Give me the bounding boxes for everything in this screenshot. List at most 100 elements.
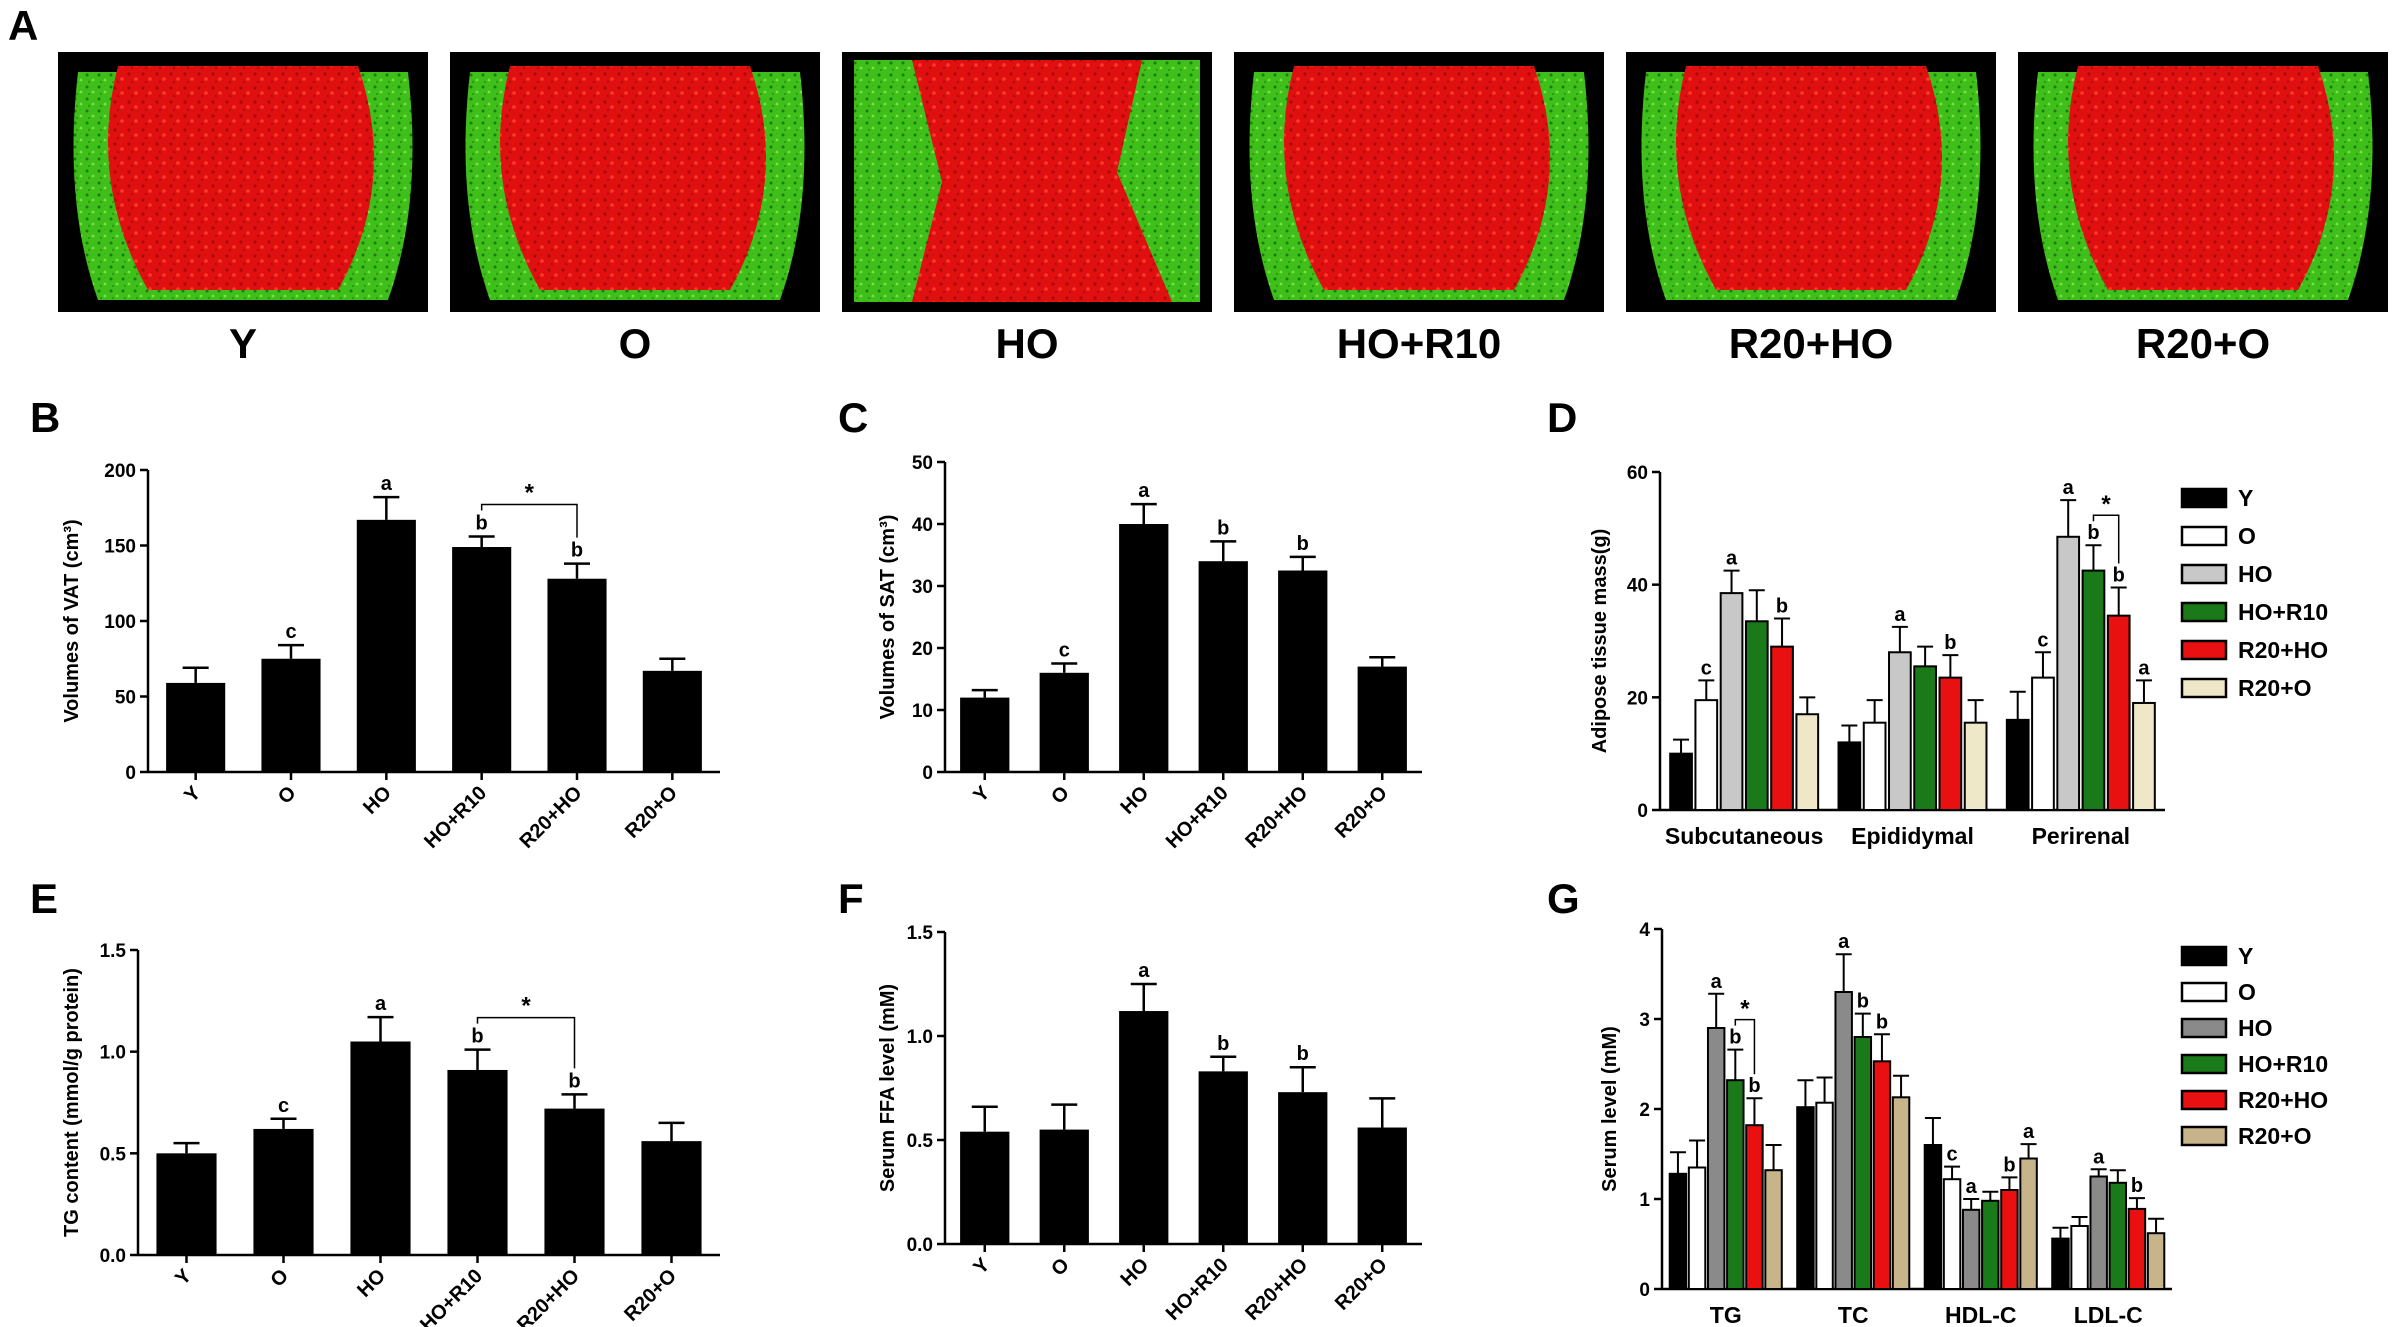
bar bbox=[2051, 1237, 2070, 1290]
legend-swatch bbox=[2180, 1089, 2228, 1111]
significance-letter: a bbox=[1726, 548, 1738, 570]
significance-letter: c bbox=[2037, 629, 2048, 651]
significance-bracket bbox=[476, 1016, 576, 1069]
bar bbox=[166, 682, 226, 772]
significance-letter: a bbox=[1138, 960, 1150, 982]
legend-swatch bbox=[2180, 525, 2228, 547]
y-tick-label: 60 bbox=[1627, 463, 1648, 484]
y-tick-label: 1.5 bbox=[100, 941, 127, 962]
x-tick-label: O bbox=[1047, 782, 1074, 809]
panel-a-label: A bbox=[8, 2, 38, 49]
bar bbox=[1119, 524, 1169, 772]
bar bbox=[261, 658, 321, 772]
legend-label: Y bbox=[2238, 485, 2253, 511]
y-tick-label: 100 bbox=[104, 612, 136, 633]
bar bbox=[1942, 1178, 1962, 1290]
bar bbox=[2108, 1181, 2128, 1291]
bar bbox=[253, 1128, 314, 1255]
legend-swatch bbox=[2180, 677, 2228, 699]
significance-letter: b bbox=[1217, 517, 1229, 539]
x-tick-label: Y bbox=[969, 1254, 994, 1279]
significance-letter: b bbox=[2131, 1175, 2143, 1197]
bar bbox=[1694, 699, 1719, 812]
x-group-label: Perirenal bbox=[2032, 823, 2130, 849]
y-tick-label: 20 bbox=[1627, 688, 1648, 709]
panel-c: C 0 10 20 30 40 50 Volumes of SAT (cm³) Y Oc HO a HO… bbox=[838, 394, 1422, 853]
bar bbox=[1853, 1036, 1873, 1290]
legend-label: R20+HO bbox=[2238, 637, 2328, 663]
bar bbox=[2031, 676, 2055, 811]
y-tick-label: 0.5 bbox=[907, 1131, 934, 1152]
x-tick-label: HO+R10 bbox=[416, 1265, 487, 1327]
legend-swatch bbox=[2180, 945, 2228, 967]
bar bbox=[1963, 721, 1988, 812]
panel-label: E bbox=[30, 875, 58, 922]
bar bbox=[2019, 1157, 2038, 1290]
significance-bracket bbox=[1734, 1018, 1756, 1075]
x-group-label: TG bbox=[1710, 1302, 1742, 1327]
y-axis-title: Volumes of SAT (cm³) bbox=[877, 515, 899, 720]
scan-label: O bbox=[619, 320, 652, 367]
x-tick-label: Y bbox=[969, 782, 994, 807]
y-tick-label: 200 bbox=[104, 461, 136, 482]
significance-letter: b bbox=[1297, 533, 1309, 555]
significance-letter: a bbox=[2063, 477, 2075, 499]
legend-label: Y bbox=[2238, 943, 2253, 969]
bar bbox=[1764, 1169, 1783, 1290]
bar bbox=[1770, 645, 1794, 812]
legend-label: R20+O bbox=[2238, 1123, 2312, 1149]
significance-star: * bbox=[2101, 491, 2111, 518]
significance-letter: b bbox=[476, 512, 488, 534]
significance-letter: c bbox=[1059, 640, 1070, 662]
panel-e: E 0.0 0.5 1.0 1.5 TG content (mmol/g protein)… bbox=[30, 875, 720, 1327]
bar bbox=[156, 1153, 217, 1255]
panel-b: B 0 50 100 150 200 Volumes of VAT (cm³) Y Oc HO a H… bbox=[30, 394, 720, 853]
x-tick-label: HO bbox=[359, 782, 396, 819]
bar bbox=[1744, 620, 1769, 811]
x-group-label: LDL-C bbox=[2074, 1302, 2143, 1327]
significance-letter: b bbox=[1776, 595, 1788, 617]
panel-d: D 0 20 40 60 Adipose tissue mass(g) c a b Subcuta… bbox=[1547, 394, 2328, 849]
y-tick-label: 0.0 bbox=[907, 1235, 933, 1256]
bar bbox=[1039, 1129, 1089, 1244]
visceral-fat-region bbox=[500, 66, 766, 290]
x-tick-label: R20+O bbox=[621, 782, 682, 843]
ct-scan-4: HO+R10 bbox=[1234, 52, 1604, 367]
bar bbox=[1923, 1144, 1943, 1290]
visceral-fat-region bbox=[1284, 66, 1550, 290]
bar bbox=[1891, 1096, 1911, 1291]
legend-label: R20+HO bbox=[2238, 1087, 2328, 1113]
panel-label: G bbox=[1547, 875, 1580, 922]
bar bbox=[1745, 1124, 1764, 1290]
legend-label: HO+R10 bbox=[2238, 599, 2328, 625]
legend-label: O bbox=[2238, 979, 2256, 1005]
significance-letter: a bbox=[381, 473, 393, 495]
scan-label: HO+R10 bbox=[1337, 320, 1502, 367]
bar bbox=[452, 547, 512, 772]
bar bbox=[1872, 1060, 1892, 1291]
ct-scan-5: R20+HO bbox=[1626, 52, 1996, 367]
bar bbox=[2146, 1232, 2166, 1290]
bar bbox=[2106, 614, 2131, 812]
panel-label: B bbox=[30, 394, 60, 441]
x-group-label: Subcutaneous bbox=[1665, 823, 1823, 849]
significance-bracket bbox=[2092, 514, 2120, 564]
x-tick-label: HO bbox=[353, 1265, 390, 1302]
x-tick-label: R20+HO bbox=[513, 1265, 584, 1327]
visceral-fat-region bbox=[108, 66, 374, 290]
significance-letter: b bbox=[1857, 991, 1869, 1013]
legend-label: HO bbox=[2238, 1015, 2273, 1041]
x-tick-label: R20+HO bbox=[516, 782, 587, 853]
legend: YO HO HO+R10 R20+HO R20+O bbox=[2180, 485, 2328, 701]
y-tick-label: 0.0 bbox=[100, 1246, 126, 1267]
y-tick-label: 30 bbox=[912, 577, 933, 598]
significance-letter: a bbox=[1711, 971, 1723, 993]
legend-label: R20+O bbox=[2238, 675, 2312, 701]
panel-label: D bbox=[1547, 394, 1577, 441]
significance-star: * bbox=[521, 993, 531, 1020]
bar bbox=[1862, 721, 1887, 812]
legend-swatch bbox=[2180, 639, 2228, 661]
panel-label: C bbox=[838, 394, 868, 441]
